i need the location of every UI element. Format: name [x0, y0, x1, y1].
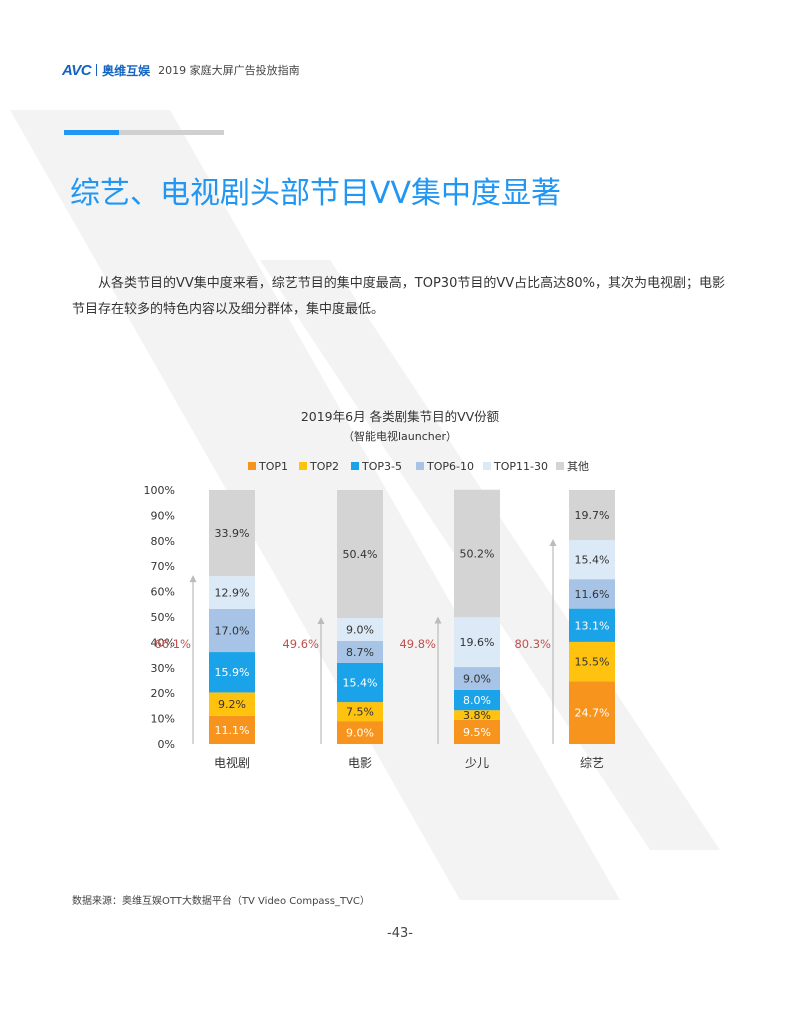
page-title: 综艺、电视剧头部节目VV集中度显著	[70, 176, 562, 211]
y-tick-label: 100%	[144, 484, 175, 497]
annotation-arrow-head	[434, 616, 442, 624]
legend-swatch	[248, 462, 256, 470]
legend-label: TOP3-5	[361, 460, 402, 473]
bar-value-label: 15.9%	[215, 666, 250, 679]
bar-value-label: 17.0%	[215, 624, 250, 637]
y-tick-label: 50%	[151, 611, 175, 624]
y-tick-label: 90%	[151, 509, 175, 522]
data-source: 数据来源：奥维互娱OTT大数据平台（TV Video Compass_TVC）	[72, 896, 370, 907]
legend-swatch	[299, 462, 307, 470]
bar-segment	[337, 702, 383, 722]
annotation-label: 49.6%	[282, 637, 319, 651]
bar-value-label: 50.4%	[343, 548, 378, 561]
y-tick-label: 10%	[151, 713, 175, 726]
report-title: 2019 家庭大屏广告投放指南	[158, 64, 300, 77]
bar-segment	[454, 689, 500, 711]
vv-share-chart: 2019年6月 各类剧集节目的VV份额 （智能电视launcher） TOP1 TOP…	[144, 409, 615, 770]
bar-segment	[209, 715, 255, 744]
bar-segment	[337, 618, 383, 641]
bar-value-label: 13.1%	[575, 619, 610, 632]
y-tick-label: 40%	[151, 636, 175, 649]
y-tick-label: 30%	[151, 662, 175, 675]
bar-value-label: 11.1%	[215, 724, 250, 737]
intro-paragraph: 从各类节目的VV集中度来看，综艺节目的集中度最高，TOP30节目的VV占比高达8…	[72, 276, 726, 317]
bar-value-label: 9.0%	[346, 623, 374, 636]
bar-value-label: 9.0%	[346, 727, 374, 740]
y-tick-label: 20%	[151, 687, 175, 700]
bar-segment	[454, 710, 500, 720]
annotation-arrow-head	[189, 575, 197, 583]
brand-name: 奥维互娱	[102, 63, 151, 78]
y-tick-label: 60%	[151, 586, 175, 599]
chart-title: 2019年6月 各类剧集节目的VV份额	[301, 409, 500, 424]
bar-segment	[454, 617, 500, 668]
y-tick-label: 80%	[151, 535, 175, 548]
avc-logo: AVC	[62, 61, 92, 79]
title-accent-bar	[64, 130, 224, 135]
legend-label: TOP1	[258, 460, 288, 473]
x-category-label: 少儿	[465, 756, 489, 770]
x-category-label: 综艺	[580, 756, 604, 770]
y-tick-label: 0%	[158, 738, 175, 751]
bar-value-label: 19.6%	[460, 636, 495, 649]
legend-swatch	[416, 462, 424, 470]
bar-value-label: 15.4%	[343, 677, 378, 690]
bar-segment	[569, 608, 615, 642]
page-number: -43-	[387, 926, 413, 941]
annotation-label: 49.8%	[399, 637, 436, 651]
bar-segment	[209, 576, 255, 609]
x-category-label: 电视剧	[214, 755, 250, 770]
bar-value-label: 33.9%	[215, 527, 250, 540]
bar-segment	[337, 721, 383, 744]
bar-segment	[569, 641, 615, 682]
bar-value-label: 24.7%	[575, 707, 610, 720]
bar-segment	[454, 719, 500, 744]
bar-value-label: 50.2%	[460, 548, 495, 561]
annotation-label: 66.1%	[154, 637, 191, 651]
annotation-label: 80.3%	[514, 637, 551, 651]
bar-segment	[569, 490, 615, 541]
bar-value-label: 15.5%	[575, 656, 610, 669]
logo-divider	[96, 64, 98, 76]
page-header: AVC 奥维互娱 2019 家庭大屏广告投放指南	[62, 60, 300, 80]
chart-subtitle: （智能电视launcher）	[343, 429, 457, 443]
bar-value-label: 11.6%	[575, 588, 610, 601]
bar-value-label: 8.7%	[346, 646, 374, 659]
y-tick-label: 70%	[151, 560, 175, 573]
legend-swatch	[483, 462, 491, 470]
bar-value-label: 9.5%	[463, 726, 491, 739]
legend-label: TOP6-10	[426, 460, 474, 473]
bar-segment	[454, 489, 500, 618]
legend-label: TOP11-30	[493, 460, 548, 473]
bar-segment	[337, 662, 383, 703]
bar-value-label: 12.9%	[215, 586, 250, 599]
bar-segment	[209, 692, 255, 716]
legend-label: 其他	[567, 460, 589, 473]
bar-segment	[337, 640, 383, 663]
bar-value-label: 7.5%	[346, 706, 374, 719]
legend-swatch	[351, 462, 359, 470]
legend-label: TOP2	[309, 460, 339, 473]
annotation-arrow-head	[317, 617, 325, 625]
x-category-label: 电影	[348, 756, 372, 770]
bar-segment	[569, 681, 615, 744]
bar-segment	[337, 490, 383, 619]
bar-value-label: 9.0%	[463, 672, 491, 685]
bar-value-label: 9.2%	[218, 698, 246, 711]
annotation-arrow-head	[549, 539, 557, 547]
bar-segment	[209, 652, 255, 693]
bar-segment	[569, 579, 615, 609]
bar-segment	[569, 540, 615, 580]
bar-value-label: 3.8%	[463, 709, 491, 722]
bar-segment	[209, 608, 255, 653]
bar-value-label: 15.4%	[575, 554, 610, 567]
bar-segment	[209, 490, 255, 577]
bar-value-label: 19.7%	[575, 509, 610, 522]
legend-swatch	[556, 462, 564, 470]
bar-segment	[454, 667, 500, 690]
bar-value-label: 8.0%	[463, 694, 491, 707]
